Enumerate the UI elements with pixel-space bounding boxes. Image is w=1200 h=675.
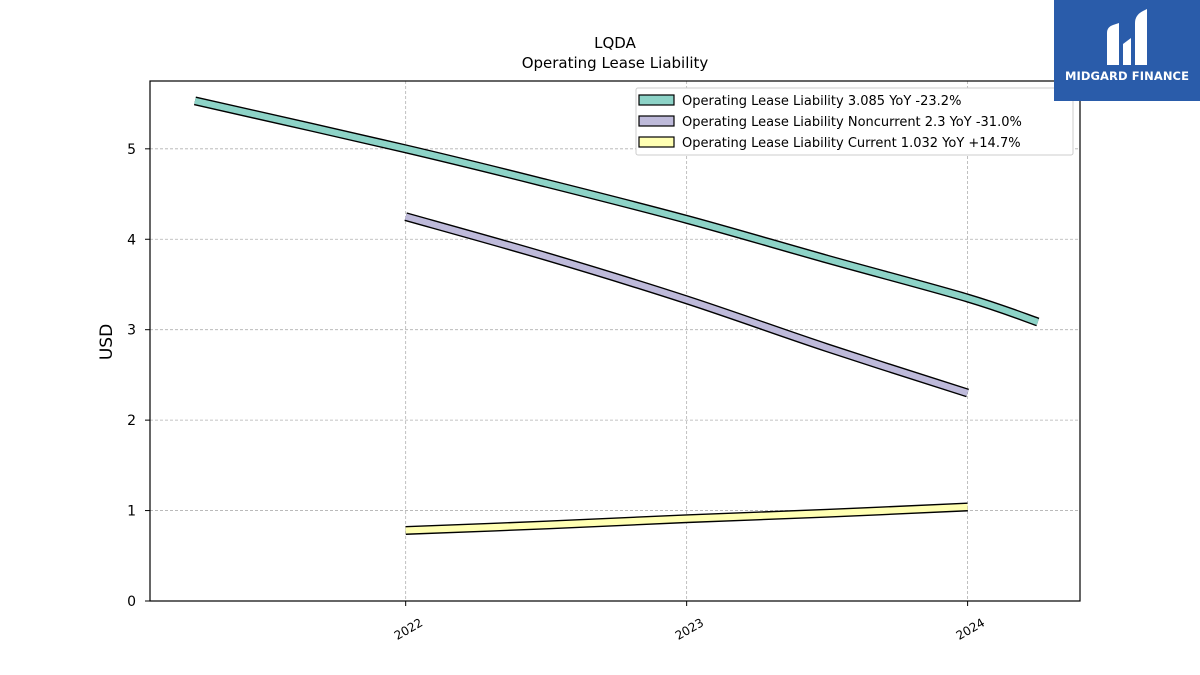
- y-axis-label: USD: [97, 324, 117, 360]
- legend-box: [635, 87, 1074, 156]
- x-tick-label: 2023: [673, 615, 706, 642]
- chart-title: LQDA: [594, 34, 636, 52]
- plot-frame: [149, 80, 1081, 602]
- legend-swatch: [638, 136, 675, 148]
- logo-mark-icon: [1107, 9, 1147, 65]
- series-line-operating-lease-liability-noncurrent: [404, 213, 969, 396]
- y-tick-label: 2: [127, 413, 136, 429]
- legend-label: Operating Lease Liability 3.085 YoY -23.…: [682, 94, 961, 109]
- logo-text: MIDGARD FINANCE: [1064, 69, 1190, 83]
- y-tick-label: 4: [127, 232, 136, 248]
- midgard-finance-logo: MIDGARD FINANCE: [1054, 0, 1200, 101]
- y-tick-label: 3: [127, 323, 136, 339]
- series-line-operating-lease-liability: [194, 97, 1039, 325]
- legend: Operating Lease Liability 3.085 YoY -23.…: [635, 87, 1074, 156]
- legend-swatch: [638, 94, 675, 106]
- x-tick-label: 2024: [954, 615, 987, 642]
- y-tick-label: 5: [127, 142, 136, 158]
- legend-label: Operating Lease Liability Current 1.032 …: [682, 136, 1021, 151]
- series-line-operating-lease-liability-current: [405, 503, 968, 534]
- y-tick-label: 0: [127, 594, 136, 610]
- x-tick-label: 2022: [392, 615, 425, 642]
- legend-label: Operating Lease Liability Noncurrent 2.3…: [682, 115, 1022, 130]
- y-tick-label: 1: [127, 504, 136, 520]
- legend-swatch: [638, 115, 675, 127]
- chart-subtitle: Operating Lease Liability: [522, 54, 709, 72]
